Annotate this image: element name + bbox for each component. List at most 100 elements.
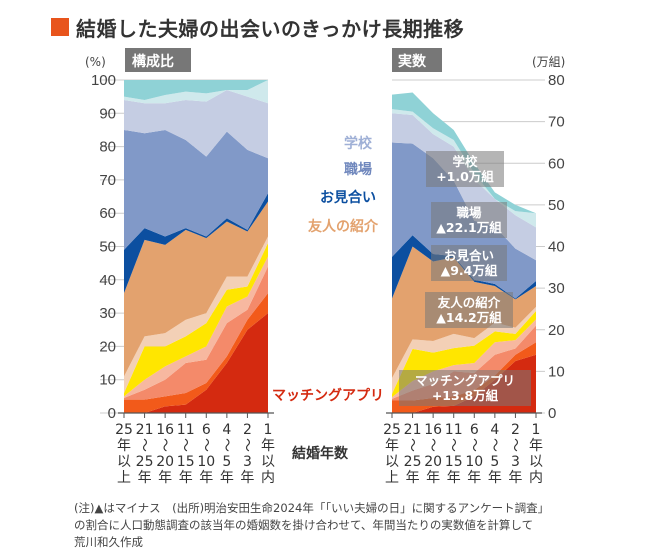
- x-tick-label: 6: [202, 422, 211, 438]
- series-label: 友人の紹介: [308, 218, 379, 235]
- x-tick-label: 21: [404, 422, 422, 438]
- y-tick-label: 80: [99, 139, 116, 156]
- x-tick-label: 上: [117, 470, 131, 486]
- x-tick-label: 年: [488, 470, 502, 486]
- area-series-8: [124, 129, 268, 250]
- title-square-icon: [51, 18, 69, 36]
- x-tick-label: 16: [156, 422, 174, 438]
- x-tick-label: 2: [511, 422, 520, 438]
- count-chart: 実数 (万組) 0102030405060708025年以上21〜25年16〜2…: [383, 48, 565, 486]
- y-tick-label: 20: [99, 338, 116, 355]
- x-tick-label: 年: [179, 470, 193, 486]
- x-tick-label: 上: [385, 470, 399, 486]
- x-tick-label: 5: [222, 454, 231, 470]
- y-tick-label: 20: [548, 322, 565, 339]
- footnote-line: 荒川和久作成: [74, 535, 143, 549]
- area-series-9: [124, 89, 268, 159]
- y-tick-label: 10: [548, 363, 565, 380]
- area-layer-11: [124, 80, 268, 100]
- x-tick-label: 内: [261, 470, 275, 486]
- chart-title: 結婚した夫婦の出会いのきっかけ長期推移: [76, 17, 465, 41]
- footnote: (注)▲はマイナス (出所)明治安田生命2024年「「いい夫婦の日」に関するアン…: [74, 500, 634, 551]
- x-tick-label: 10: [197, 454, 215, 470]
- x-tick-label: 〜: [136, 438, 152, 452]
- x-tick-label: 年: [426, 470, 440, 486]
- x-tick-label: 年: [447, 470, 461, 486]
- x-tick-label: 20: [156, 454, 174, 470]
- x-tick-label: 〜: [238, 438, 254, 452]
- x-tick-label: 年: [158, 470, 172, 486]
- x-tick-label: 〜: [156, 438, 172, 452]
- y-tick-label: 0: [548, 405, 556, 422]
- x-tick-label: 〜: [218, 438, 234, 452]
- composition-title: 構成比: [132, 53, 174, 70]
- annotation-text: マッチングアプリ: [415, 373, 515, 388]
- x-tick-label: 〜: [197, 438, 213, 452]
- x-tick-label: 以: [385, 454, 399, 470]
- x-tick-label: 年: [117, 438, 131, 454]
- area-layer-4: [124, 243, 268, 397]
- y-tick-label: 30: [548, 280, 565, 297]
- x-tick-label: 4: [222, 422, 231, 438]
- y-tick-label: 0: [108, 405, 116, 422]
- annotation-box: [425, 292, 513, 328]
- left-y-unit: (%): [85, 55, 106, 69]
- area-layer-4: [392, 311, 536, 398]
- series-label: マッチングアプリ: [272, 387, 384, 404]
- y-tick-label: 40: [99, 272, 116, 289]
- area-series-7: [392, 235, 536, 300]
- annotation-text: ▲22.1万組: [436, 220, 502, 235]
- x-tick-label: 3: [511, 454, 520, 470]
- x-tick-label: 15: [177, 454, 195, 470]
- x-tick-label: 1: [532, 422, 541, 438]
- annotation-text: お見合い: [444, 248, 494, 263]
- x-tick-label: 〜: [506, 438, 522, 452]
- x-tick-label: 〜: [424, 438, 440, 452]
- count-badge: [392, 48, 442, 72]
- annotation-box: [431, 245, 507, 281]
- series-label: 職場: [344, 161, 372, 178]
- series-label: 学校: [344, 135, 373, 152]
- x-tick-label: 1: [264, 422, 273, 438]
- x-tick-label: 15: [445, 454, 463, 470]
- annotation-text: ▲9.4万組: [441, 263, 498, 278]
- annotation-text: 友人の紹介: [437, 295, 501, 310]
- x-tick-label: 〜: [486, 438, 502, 452]
- annotation-text: 学校: [452, 154, 478, 169]
- x-tick-label: 4: [490, 422, 499, 438]
- y-tick-label: 70: [99, 172, 116, 189]
- x-tick-label: 〜: [445, 438, 461, 452]
- x-tick-label: 25: [404, 454, 422, 470]
- x-tick-label: 以: [117, 454, 131, 470]
- x-tick-label: 11: [445, 422, 463, 438]
- annotation-text: +13.8万組: [432, 388, 499, 403]
- y-tick-label: 40: [548, 239, 565, 256]
- x-tick-label: 年: [508, 470, 522, 486]
- y-tick-label: 90: [99, 105, 116, 122]
- x-tick-label: 以: [529, 454, 543, 470]
- annotation-text: ▲14.2万組: [436, 310, 502, 325]
- x-tick-label: 年: [199, 470, 213, 486]
- x-tick-label: 25: [136, 454, 154, 470]
- annotation-box: [426, 151, 504, 187]
- area-layer-1: [124, 293, 268, 413]
- composition-badge: [125, 48, 191, 72]
- x-tick-label: 年: [467, 470, 481, 486]
- x-tick-label: 10: [465, 454, 483, 470]
- x-tick-label: 16: [424, 422, 442, 438]
- y-tick-label: 10: [99, 372, 116, 389]
- area-layer-2: [124, 266, 268, 400]
- x-tick-label: 年: [220, 470, 234, 486]
- series-label: お見合い: [320, 189, 376, 206]
- footnote-line: の割合に人口動態調査の該当年の婚姻数を掛け合わせて、年間当たりの実数値を計算して: [74, 518, 534, 532]
- x-tick-label: 以: [261, 454, 275, 470]
- composition-chart: 構成比 (%) 010203040506070809010025年以上21〜25…: [85, 48, 275, 486]
- right-y-unit: (万組): [532, 55, 565, 69]
- x-tick-label: 年: [240, 470, 254, 486]
- y-tick-label: 80: [548, 72, 565, 89]
- x-tick-label: 年: [138, 470, 152, 486]
- y-tick-label: 60: [548, 155, 565, 172]
- x-tick-label: 3: [243, 454, 252, 470]
- x-tick-label: 内: [529, 470, 543, 486]
- x-tick-label: 年: [529, 438, 543, 454]
